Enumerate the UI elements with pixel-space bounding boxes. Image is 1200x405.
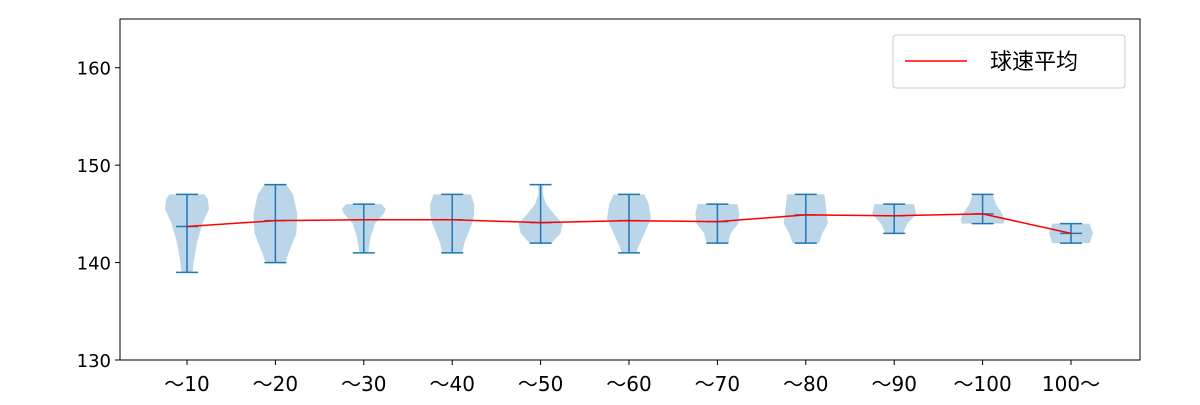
legend-label: 球速平均	[990, 50, 1078, 75]
x-tick-label: 〜40	[429, 372, 474, 396]
x-tick-label: 〜10	[164, 372, 209, 396]
y-tick-label: 160	[77, 59, 111, 80]
plot-frame	[119, 18, 1141, 361]
x-tick-label: 〜100	[954, 372, 1012, 396]
x-tick-label: 〜80	[783, 372, 828, 396]
x-tick-label: 〜90	[871, 372, 916, 396]
x-tick-label: 〜20	[253, 372, 298, 396]
x-tick-label: 〜70	[695, 372, 740, 396]
x-tick-label: 〜30	[341, 372, 386, 396]
y-tick-label: 140	[77, 254, 111, 275]
y-tick-label: 150	[77, 156, 111, 177]
legend: 球速平均	[892, 34, 1126, 89]
y-tick-label: 130	[77, 351, 111, 372]
x-axis: 〜10 〜20 〜30 〜40 〜50 〜60 〜70 〜80 〜90 〜100 100〜	[164, 360, 1100, 396]
whiskers	[176, 183, 1082, 274]
mean-line	[186, 213, 1072, 235]
x-tick-label: 100〜	[1042, 372, 1100, 396]
y-axis: 130 140 150 160	[77, 59, 120, 372]
x-tick-label: 〜60	[606, 372, 651, 396]
x-tick-label: 〜50	[518, 372, 563, 396]
